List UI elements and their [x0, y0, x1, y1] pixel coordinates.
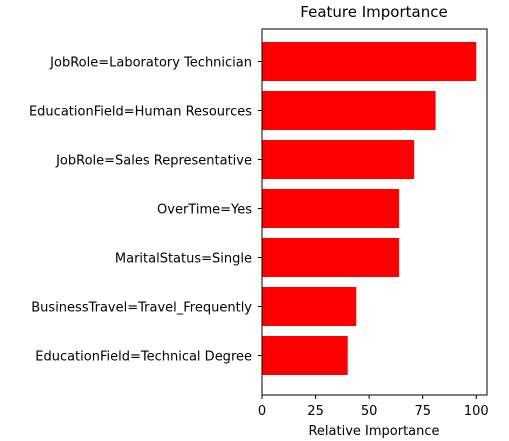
x-tick-label: 0 [258, 404, 266, 419]
x-tick-label: 75 [414, 404, 431, 419]
bar [262, 238, 400, 277]
y-tick-label: JobRole=Laboratory Technician [49, 56, 252, 71]
y-tick-label: JobRole=Sales Representative [55, 154, 252, 169]
y-tick-label: OverTime=Yes [157, 203, 252, 218]
bar [262, 189, 400, 228]
bar [262, 336, 348, 375]
bar [262, 42, 477, 81]
y-tick-label: EducationField=Technical Degree [35, 350, 252, 365]
x-tick-label: 50 [361, 404, 378, 419]
y-tick-label: BusinessTravel=Travel_Frequently [31, 301, 252, 316]
y-tick-label: EducationField=Human Resources [29, 105, 252, 120]
bar [262, 287, 357, 326]
bars-group [262, 42, 477, 375]
x-tick-label: 100 [464, 404, 489, 419]
y-tick-label: MaritalStatus=Single [115, 252, 252, 267]
bar [262, 91, 436, 130]
chart-title: Feature Importance [300, 3, 447, 21]
bar [262, 140, 415, 179]
x-tick-label: 25 [307, 404, 324, 419]
plot-frame [261, 28, 488, 396]
x-ticks: 0 25 50 75 100 [258, 395, 489, 419]
y-tick-labels: JobRole=Laboratory Technician EducationFi… [29, 56, 262, 365]
x-axis-label: Relative Importance [308, 424, 439, 439]
